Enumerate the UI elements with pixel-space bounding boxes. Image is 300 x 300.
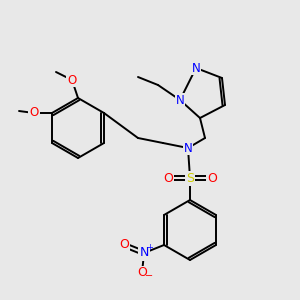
Text: −: − [145, 271, 153, 281]
Text: O: O [137, 266, 147, 280]
Text: N: N [184, 142, 192, 154]
Text: O: O [207, 172, 217, 184]
Text: O: O [68, 74, 76, 86]
Text: N: N [176, 94, 184, 106]
Text: S: S [186, 172, 194, 184]
Text: +: + [147, 242, 154, 251]
Text: O: O [119, 238, 129, 251]
Text: O: O [29, 106, 39, 119]
Text: N: N [139, 247, 149, 260]
Text: O: O [163, 172, 173, 184]
Text: N: N [192, 61, 200, 74]
